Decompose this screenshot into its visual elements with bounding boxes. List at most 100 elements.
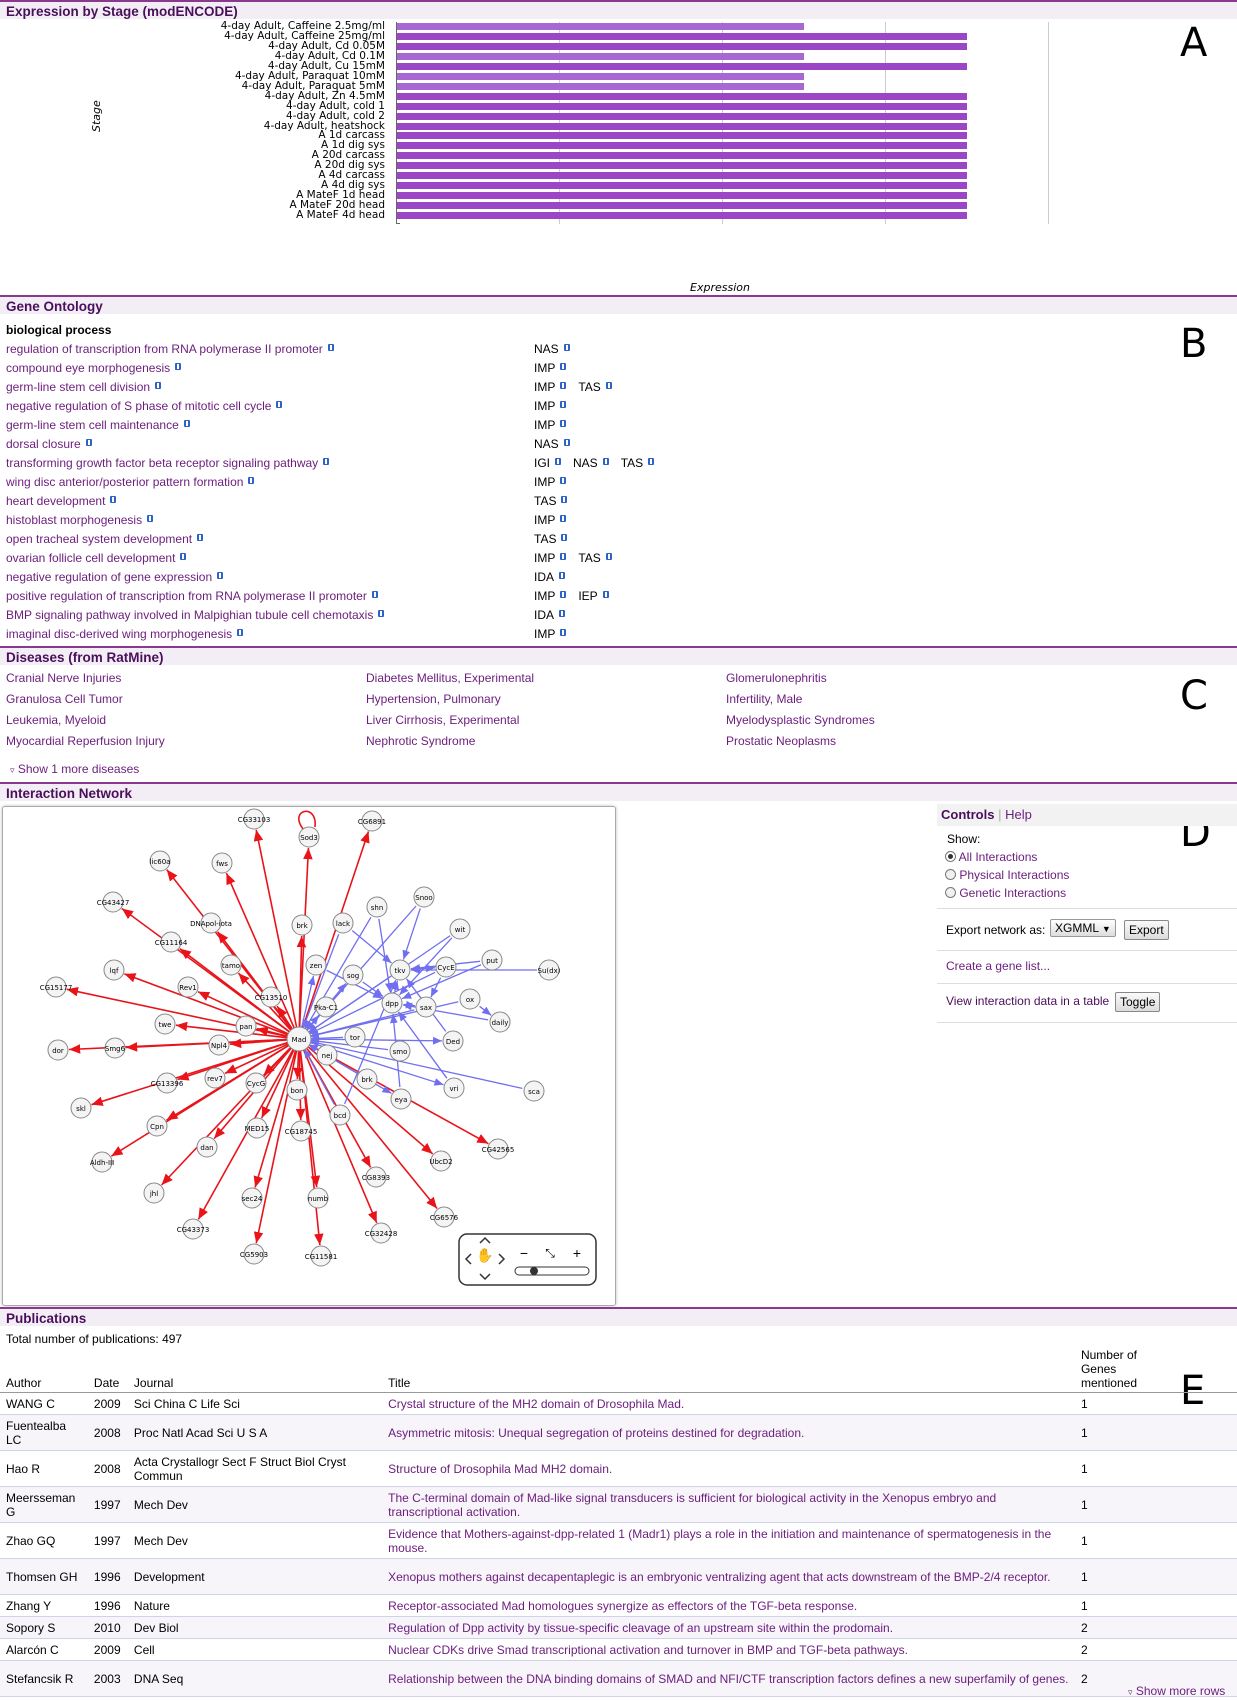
network-node[interactable]: wit: [449, 918, 471, 940]
network-node[interactable]: bcd: [329, 1104, 351, 1126]
network-edge[interactable]: [309, 1039, 523, 1090]
network-edge[interactable]: [256, 1026, 288, 1037]
network-edge[interactable]: [305, 1047, 438, 1209]
network-node[interactable]: CG43427: [97, 891, 130, 913]
info-icon[interactable]: [197, 534, 204, 541]
network-edge[interactable]: [307, 935, 451, 1034]
expression-bar[interactable]: [397, 162, 967, 170]
network-edge[interactable]: [296, 935, 307, 1028]
network-node[interactable]: CG8393: [362, 1166, 390, 1188]
tab-controls[interactable]: Controls: [941, 807, 995, 822]
go-term-link[interactable]: ovarian follicle cell development: [6, 551, 176, 565]
network-edge[interactable]: [302, 933, 340, 1029]
show-more-diseases[interactable]: ▿ Show 1 more diseases: [10, 762, 139, 776]
expression-bar[interactable]: [397, 182, 967, 190]
network-node[interactable]: CG43373: [177, 1218, 210, 1240]
info-icon[interactable]: [560, 515, 567, 522]
info-icon[interactable]: [378, 610, 385, 617]
disease-link[interactable]: Hypertension, Pulmonary: [366, 692, 501, 706]
radio-genetic[interactable]: [945, 887, 956, 898]
disease-link[interactable]: Myelodysplastic Syndromes: [726, 713, 875, 727]
disease-link[interactable]: Nephrotic Syndrome: [366, 734, 476, 748]
disease-link[interactable]: Cranial Nerve Injuries: [6, 671, 122, 685]
pub-title[interactable]: Structure of Drosophila Mad MH2 domain.: [382, 1450, 1075, 1487]
disease-link[interactable]: Granulosa Cell Tumor: [6, 692, 123, 706]
network-edge[interactable]: [213, 1047, 292, 1140]
info-icon[interactable]: [605, 382, 612, 389]
network-edge[interactable]: [398, 937, 453, 996]
network-node[interactable]: CG18745: [285, 1120, 318, 1142]
network-node[interactable]: CG5903: [240, 1243, 268, 1265]
disease-link[interactable]: Infertility, Male: [726, 692, 803, 706]
network-node[interactable]: dor: [47, 1039, 69, 1061]
network-edge[interactable]: [253, 829, 298, 1028]
info-icon[interactable]: [559, 572, 566, 579]
expression-bar[interactable]: [397, 42, 967, 50]
disease-link[interactable]: Diabetes Mellitus, Experimental: [366, 671, 535, 685]
export-button[interactable]: Export: [1124, 920, 1169, 940]
network-edge[interactable]: [309, 1034, 344, 1043]
network-node[interactable]: MED15: [245, 1117, 270, 1139]
info-icon[interactable]: [323, 458, 330, 465]
network-edge[interactable]: [304, 917, 372, 1030]
network-node[interactable]: nej: [316, 1044, 338, 1066]
network-node[interactable]: CG33103: [238, 808, 271, 830]
network-node[interactable]: skl: [70, 1097, 92, 1119]
info-icon[interactable]: [560, 382, 567, 389]
network-node[interactable]: CG32428: [365, 1222, 398, 1244]
network-node[interactable]: tkv: [389, 959, 411, 981]
expression-bar[interactable]: [397, 212, 967, 220]
expression-bar[interactable]: [397, 152, 967, 160]
network-edge[interactable]: [260, 1049, 295, 1119]
network-node[interactable]: smo: [389, 1040, 411, 1062]
network-edge[interactable]: [310, 1036, 443, 1045]
network-edge[interactable]: [402, 908, 421, 960]
network-node[interactable]: brk: [291, 914, 313, 936]
network-node[interactable]: shn: [366, 896, 388, 918]
network-node[interactable]: Aldh-III: [90, 1151, 114, 1173]
network-node[interactable]: sec24: [241, 1187, 263, 1209]
network-node[interactable]: CG13510: [255, 986, 288, 1008]
network-edge[interactable]: [301, 975, 316, 1028]
expression-bar[interactable]: [397, 82, 804, 90]
network-edge[interactable]: [302, 1049, 378, 1224]
disease-link[interactable]: Myocardial Reperfusion Injury: [6, 734, 165, 748]
create-gene-list-link[interactable]: Create a gene list...: [946, 959, 1051, 973]
network-node[interactable]: eya: [390, 1088, 412, 1110]
network-node[interactable]: brk: [356, 1068, 378, 1090]
network-node[interactable]: ox: [459, 988, 481, 1010]
network-node[interactable]: CG11581: [305, 1245, 338, 1267]
info-icon[interactable]: [175, 363, 182, 370]
expression-bar[interactable]: [397, 142, 967, 150]
go-term-link[interactable]: germ-line stem cell maintenance: [6, 418, 179, 432]
network-node[interactable]: CG6576: [430, 1206, 459, 1228]
info-icon[interactable]: [560, 591, 567, 598]
network-edge[interactable]: [479, 1005, 492, 1016]
disease-link[interactable]: Glomerulonephritis: [726, 671, 827, 685]
info-icon[interactable]: [560, 420, 567, 427]
pub-title[interactable]: Nuclear CDKs drive Smad transcriptional …: [382, 1638, 1075, 1661]
info-icon[interactable]: [147, 515, 154, 522]
go-term-link[interactable]: heart development: [6, 494, 106, 508]
network-node[interactable]: Su(dx): [538, 959, 561, 981]
go-term-link[interactable]: transforming growth factor beta receptor…: [6, 456, 319, 470]
network-node[interactable]: rev7: [204, 1067, 226, 1089]
network-edge[interactable]: [197, 1049, 294, 1220]
pan-zoom-control[interactable]: ✋ − ⤡ +: [458, 1233, 597, 1286]
go-term-link[interactable]: open tracheal system development: [6, 532, 193, 546]
pub-title[interactable]: Receptor-associated Mad homologues syner…: [382, 1594, 1075, 1617]
network-node[interactable]: CycE: [435, 956, 457, 978]
radio-all[interactable]: [945, 851, 956, 862]
col-date[interactable]: Date: [87, 1346, 128, 1393]
info-icon[interactable]: [371, 591, 378, 598]
network-node[interactable]: DNApol-iota: [190, 912, 232, 934]
network-node[interactable]: CG42565: [482, 1138, 515, 1160]
info-icon[interactable]: [560, 363, 567, 370]
network-node[interactable]: vri: [443, 1077, 465, 1099]
network-node[interactable]: CG6891: [358, 810, 386, 832]
info-icon[interactable]: [648, 458, 655, 465]
col-genes[interactable]: Number of Genes mentioned: [1074, 1346, 1237, 1393]
info-icon[interactable]: [237, 629, 244, 636]
expression-bar[interactable]: [397, 122, 967, 130]
network-node[interactable]: lic60a: [149, 850, 171, 872]
